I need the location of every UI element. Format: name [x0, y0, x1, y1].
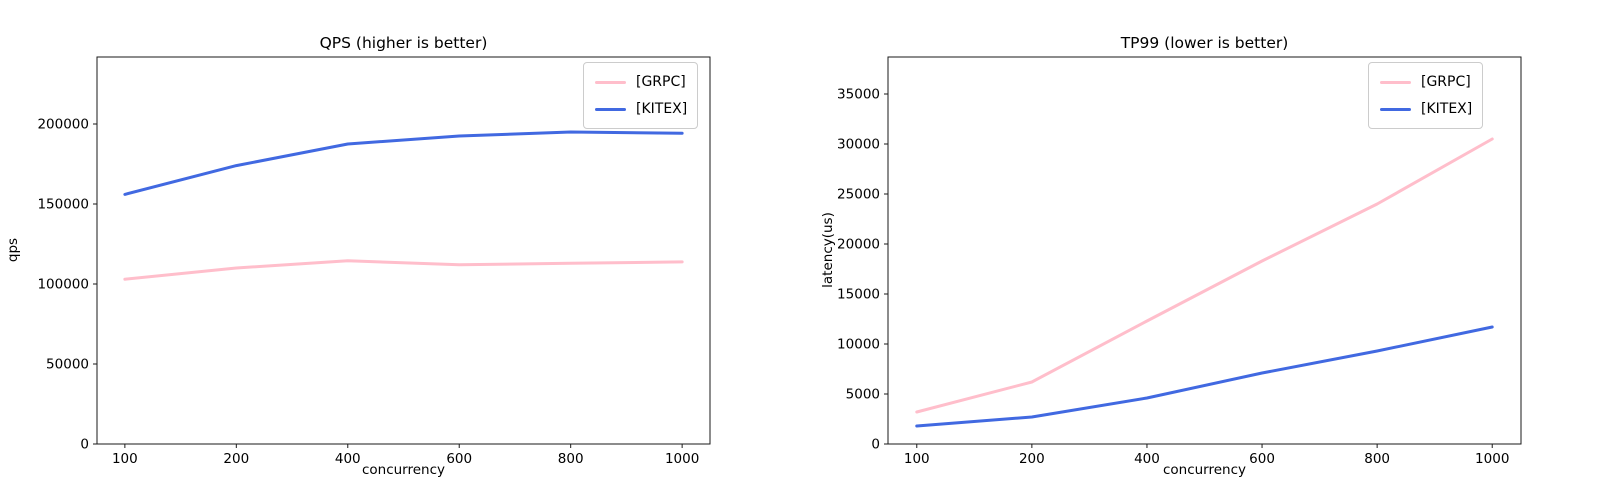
legend-label: [GRPC] — [636, 74, 686, 90]
svg-text:100: 100 — [112, 451, 138, 467]
svg-text:200000: 200000 — [37, 117, 89, 133]
tp99-plot: 0 5000 10000 15000 20000 25000 30000 35000 100 20… — [837, 56, 1522, 467]
legend: [GRPC] [KITEX] — [1368, 62, 1484, 129]
svg-text:100000: 100000 — [37, 277, 89, 293]
x-axis-label: concurrency — [1162, 462, 1247, 478]
svg-text:25000: 25000 — [837, 187, 880, 203]
svg-text:150000: 150000 — [37, 197, 89, 213]
legend-item-kitex: [KITEX] — [595, 97, 687, 121]
svg-text:400: 400 — [1134, 451, 1160, 467]
legend-label: [KITEX] — [636, 101, 688, 117]
svg-text:5000: 5000 — [846, 387, 880, 403]
chart-title: QPS (higher is better) — [319, 34, 488, 52]
svg-text:1000: 1000 — [1475, 451, 1509, 467]
svg-text:1000: 1000 — [665, 451, 699, 467]
tp99-chart: TP99 (lower is better) 0 5000 10000 15000 20… — [800, 0, 1600, 500]
x-axis-label: concurrency — [361, 462, 446, 478]
legend-item-grpc: [GRPC] — [595, 70, 687, 94]
legend-label: [GRPC] — [1421, 74, 1471, 90]
svg-text:200: 200 — [1019, 451, 1045, 467]
svg-text:50000: 50000 — [46, 357, 89, 373]
legend-label: [KITEX] — [1421, 101, 1473, 117]
kitex-line-swatch — [595, 107, 626, 111]
svg-text:200: 200 — [223, 451, 249, 467]
svg-text:35000: 35000 — [837, 87, 880, 103]
grpc-line-swatch — [1380, 80, 1411, 84]
qps-chart: QPS (higher is better) 0 50000 100000 15000… — [5, 34, 711, 478]
kitex-line-swatch — [1380, 107, 1411, 111]
svg-text:10000: 10000 — [837, 337, 880, 353]
svg-text:400: 400 — [335, 451, 361, 467]
svg-text:800: 800 — [558, 451, 584, 467]
legend: [GRPC] [KITEX] — [583, 62, 699, 129]
svg-text:600: 600 — [1249, 451, 1275, 467]
svg-text:15000: 15000 — [837, 287, 880, 303]
svg-text:100: 100 — [904, 451, 930, 467]
svg-text:0: 0 — [80, 437, 89, 453]
svg-text:600: 600 — [446, 451, 472, 467]
svg-text:20000: 20000 — [837, 237, 880, 253]
svg-text:800: 800 — [1364, 451, 1390, 467]
y-axis-label: latency(us) — [820, 212, 836, 288]
svg-text:30000: 30000 — [837, 137, 880, 153]
legend-item-grpc: [GRPC] — [1380, 70, 1472, 94]
y-axis-label: qps — [5, 237, 21, 263]
legend-item-kitex: [KITEX] — [1380, 97, 1472, 121]
grpc-line-swatch — [595, 80, 626, 84]
chart-title: TP99 (lower is better) — [1120, 34, 1289, 52]
svg-text:0: 0 — [871, 437, 880, 453]
